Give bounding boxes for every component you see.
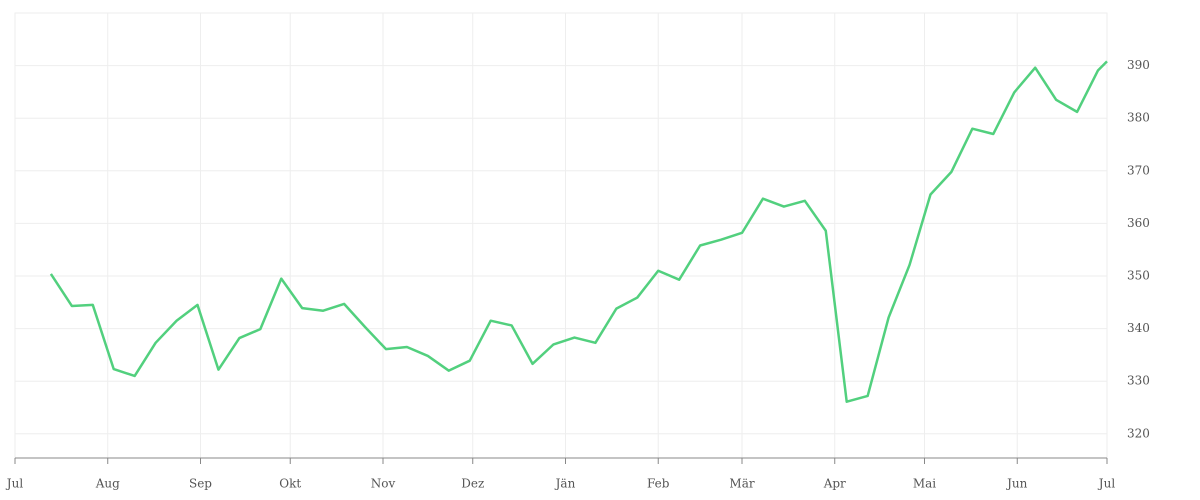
x-tick-label: Jän <box>554 477 576 491</box>
x-tick-label: Dez <box>461 477 484 491</box>
y-tick-label: 390 <box>1127 58 1150 72</box>
x-tick-label: Jul <box>1097 477 1116 491</box>
x-tick-label: Okt <box>279 477 301 491</box>
y-tick-label: 350 <box>1127 269 1150 283</box>
x-tick-label: Mai <box>913 477 936 491</box>
y-tick-label: 360 <box>1127 216 1150 230</box>
x-tick-label: Apr <box>823 477 846 491</box>
y-tick-label: 370 <box>1127 163 1150 177</box>
y-tick-label: 340 <box>1127 321 1150 335</box>
plot-frame <box>14 12 1108 459</box>
line-series <box>49 60 1108 403</box>
x-tick-label: Jun <box>1005 477 1028 491</box>
x-tick-label: Feb <box>647 477 670 491</box>
x-tick-label: Aug <box>95 477 120 491</box>
y-tick-label: 330 <box>1127 374 1150 388</box>
y-tick-label: 380 <box>1127 111 1150 125</box>
x-tick-label: Mär <box>729 477 754 491</box>
x-tick-label: Nov <box>371 477 396 491</box>
x-tick-label: Jul <box>5 477 24 491</box>
y-tick-label: 320 <box>1127 426 1150 440</box>
x-tick-label: Sep <box>189 477 212 491</box>
